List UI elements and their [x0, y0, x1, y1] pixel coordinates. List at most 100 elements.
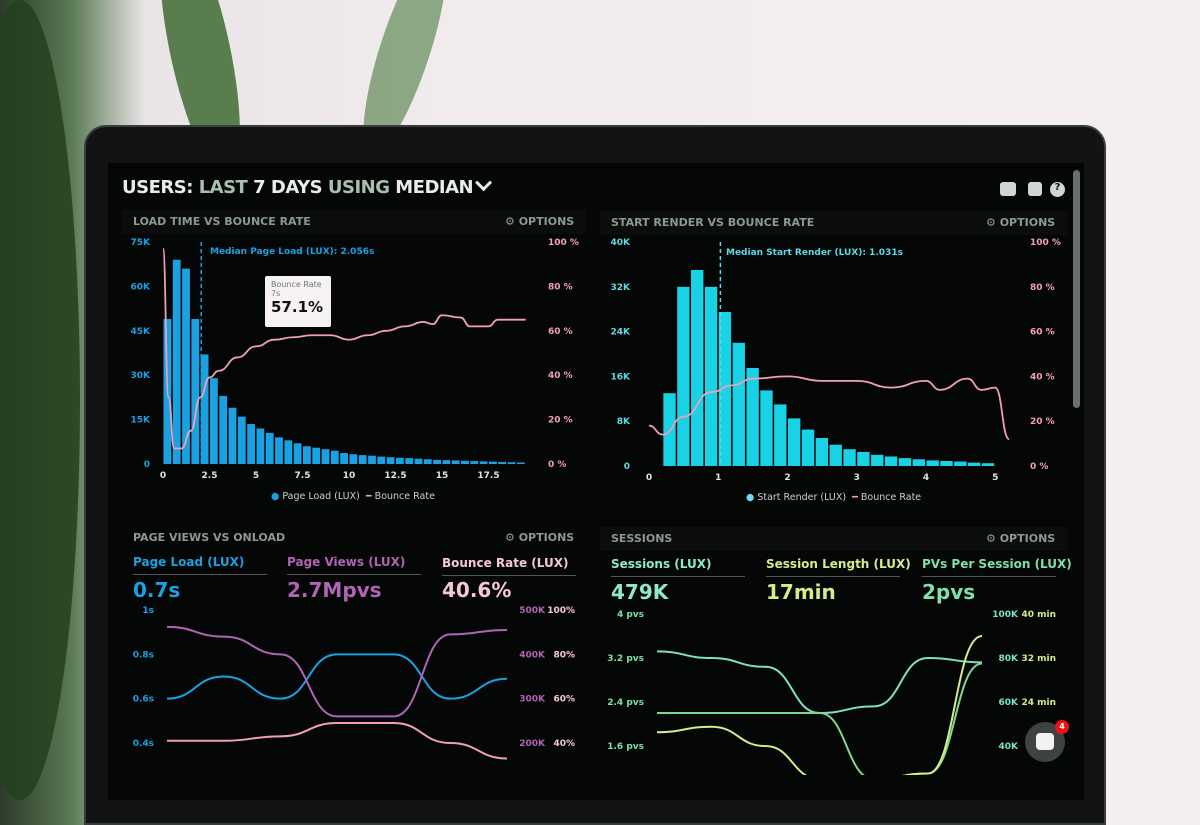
y-tick-label: 30K — [131, 371, 152, 381]
y3-tick-label: 24 min — [1021, 698, 1056, 708]
y-tick-label: 4 pvs — [617, 610, 644, 620]
histogram-bar — [489, 461, 497, 464]
monitor-icon[interactable] — [1000, 182, 1016, 196]
legend-item[interactable]: Bounce Rate — [374, 491, 435, 502]
x-tick-label: 4 — [923, 473, 929, 483]
y-tick-label: 2.4 pvs — [607, 698, 644, 708]
histogram-bar — [954, 461, 967, 466]
histogram-bar — [330, 450, 339, 464]
y3-tick-label: 60% — [553, 695, 575, 705]
histogram-bar — [303, 446, 311, 464]
series-line — [166, 653, 508, 700]
histogram-bar — [857, 452, 870, 466]
histogram-bar — [172, 259, 181, 464]
x-tick-label: 5 — [253, 471, 259, 481]
y2-tick-label: 40K — [999, 742, 1020, 752]
legend: ● Start Render (LUX) ━ Bounce Rate — [746, 492, 921, 503]
histogram-bar — [451, 460, 460, 464]
histogram-bar — [349, 454, 358, 464]
histogram-bar — [396, 457, 404, 464]
panel-title: SESSIONS — [611, 532, 673, 545]
y-tick-label: 24K — [611, 328, 632, 338]
histogram-bar — [691, 270, 704, 466]
y2-tick-label: 200K — [519, 739, 546, 749]
histogram-bar — [760, 390, 773, 466]
histogram-bar — [507, 462, 516, 464]
y2-tick-label: 100K — [992, 610, 1019, 620]
x-tick-label: 7.5 — [295, 471, 311, 481]
options-button[interactable]: ⚙ OPTIONS — [505, 215, 575, 228]
y2-tick-label: 40 % — [548, 371, 573, 381]
y2-tick-label: 100 % — [1030, 238, 1061, 248]
histogram-bar — [433, 459, 441, 464]
options-button[interactable]: ⚙ OPTIONS — [986, 216, 1056, 229]
y-tick-label: 1.6 pvs — [607, 742, 644, 752]
histogram-bar — [829, 444, 842, 466]
histogram-bar — [368, 455, 376, 464]
histogram-bar — [461, 460, 469, 464]
tooltip: Bounce Rate 7s 57.1% — [265, 276, 331, 327]
y-tick-label: 60K — [131, 282, 152, 292]
series-line — [656, 635, 983, 775]
y2-tick-label: 40 % — [1030, 372, 1055, 382]
kpi-value: 0.7s — [133, 578, 181, 602]
kpi-value: 479K — [611, 580, 669, 604]
y-tick-label: 0 — [144, 460, 150, 470]
histogram-bar — [284, 440, 293, 464]
y2-tick-label: 80K — [999, 654, 1020, 664]
histogram-bar — [265, 432, 274, 464]
kpi-label: Page Load (LUX) — [133, 555, 267, 575]
y2-tick-label: 0 % — [548, 460, 566, 470]
median-label: Median Start Render (LUX): 1.031s — [726, 248, 903, 258]
histogram-bar — [200, 354, 209, 464]
series-line — [657, 662, 983, 775]
x-tick-label: 10 — [343, 471, 356, 481]
y-tick-label: 32K — [611, 283, 632, 293]
help-icon[interactable]: ? — [1050, 182, 1065, 197]
bounce-rate-line — [648, 375, 1010, 441]
y2-tick-label: 60K — [999, 698, 1020, 708]
histogram-bar — [704, 286, 718, 466]
y3-tick-label: 40 min — [1021, 610, 1056, 620]
y2-tick-label: 80 % — [1030, 283, 1055, 293]
histogram-bar — [377, 456, 386, 464]
page-title[interactable]: USERS: LAST 7 DAYS USING MEDIAN — [122, 174, 492, 198]
dashboard-screen — [108, 163, 1084, 800]
share-icon[interactable] — [1028, 182, 1042, 196]
histogram-bar — [746, 368, 759, 466]
options-button[interactable]: ⚙ OPTIONS — [986, 532, 1056, 545]
kpi-value: 17min — [766, 580, 836, 604]
histogram-bar — [787, 418, 801, 466]
legend-item[interactable]: Bounce Rate — [860, 492, 922, 503]
bounce-rate-line — [162, 247, 526, 450]
x-tick-label: 5 — [992, 473, 998, 483]
panel-header-sessions — [600, 527, 1068, 551]
kpi-label: Page Views (LUX) — [287, 555, 421, 575]
histogram-bar — [843, 449, 856, 466]
y2-tick-label: 400K — [519, 650, 546, 660]
series-line — [656, 650, 983, 715]
histogram-bar — [442, 460, 451, 464]
legend-item[interactable]: Page Load (LUX) — [282, 491, 360, 502]
histogram-bar — [414, 458, 423, 464]
series-line — [167, 722, 508, 760]
y2-tick-label: 20 % — [1030, 417, 1055, 427]
histogram-bar — [312, 447, 321, 464]
x-tick-label: 3 — [854, 473, 860, 483]
histogram-bar — [386, 457, 395, 464]
y-tick-label: 16K — [611, 372, 632, 382]
histogram-bar — [663, 393, 676, 466]
scrollbar[interactable] — [1073, 170, 1080, 408]
histogram-bar — [237, 416, 246, 464]
histogram-bar — [293, 443, 302, 464]
y2-tick-label: 60 % — [548, 327, 573, 337]
histogram-bar — [732, 342, 745, 466]
y2-tick-label: 300K — [519, 695, 546, 705]
x-tick-label: 12.5 — [384, 471, 406, 481]
legend-item[interactable]: Start Render (LUX) — [757, 492, 847, 503]
kpi-label: Session Length (LUX) — [766, 557, 911, 577]
y-tick-label: 1s — [142, 606, 154, 616]
options-button[interactable]: ⚙ OPTIONS — [505, 531, 575, 544]
legend-line-icon: ━ — [365, 491, 372, 502]
